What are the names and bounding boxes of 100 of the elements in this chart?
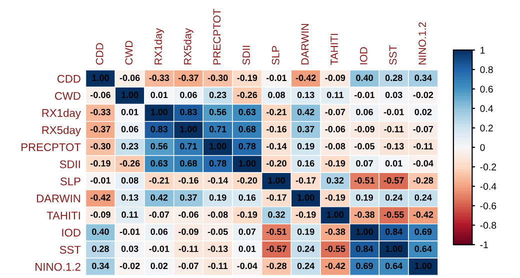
- data-label: 0.63: [238, 108, 256, 116]
- y-tick-label: RX1day: [42, 108, 81, 120]
- x-tick-label: CWD: [125, 40, 133, 65]
- data-label: 1.00: [122, 92, 138, 98]
- data-label: -0.42: [90, 194, 110, 201]
- data-label: 0.42: [150, 194, 168, 201]
- data-label: 1.00: [356, 228, 373, 235]
- x-tick-label: SST: [389, 45, 397, 65]
- data-label: 0.24: [297, 246, 315, 252]
- data-label: 0.16: [238, 194, 256, 201]
- data-label: -0.33: [90, 108, 110, 116]
- color-bar-label: -0.2: [480, 164, 496, 170]
- data-label: 0.07: [238, 228, 256, 235]
- color-bar-label: 0.4: [480, 105, 494, 112]
- data-label: 0.01: [385, 160, 402, 167]
- data-label: -0.51: [354, 177, 375, 184]
- data-label: 0.63: [150, 160, 168, 167]
- data-label: 0.23: [121, 143, 138, 150]
- data-label: 1.00: [414, 262, 432, 270]
- data-label: -0.55: [325, 246, 346, 252]
- data-label: 1.00: [326, 211, 344, 218]
- y-tick-label: TAHITI: [46, 212, 80, 220]
- data-label: 1.00: [298, 194, 314, 201]
- data-label: -0.28: [413, 177, 434, 184]
- data-label: -0.08: [325, 143, 346, 150]
- data-label: -0.42: [296, 74, 316, 82]
- x-tick-label: IOD: [360, 47, 368, 64]
- data-label: -0.20: [237, 177, 258, 184]
- data-label: 0.42: [297, 108, 314, 116]
- data-label: -0.06: [120, 74, 140, 82]
- data-label: 0.68: [180, 160, 197, 167]
- color-bar-label: 0: [480, 144, 485, 151]
- data-label: -0.57: [384, 177, 404, 184]
- data-label: 0.34: [92, 262, 110, 270]
- data-label: -0.37: [178, 74, 198, 82]
- data-label: 0.13: [121, 194, 138, 201]
- data-label: -0.01: [384, 108, 404, 116]
- data-label: 0.71: [180, 143, 198, 150]
- color-bar-label: 1: [480, 46, 485, 54]
- data-label: 0.56: [150, 143, 168, 150]
- data-label: 0.56: [209, 108, 226, 116]
- color-bar-label: -0.8: [480, 222, 496, 229]
- data-label: 0.84: [385, 228, 403, 235]
- data-label: -0.05: [354, 143, 375, 150]
- data-label: 0.78: [238, 143, 256, 150]
- data-label: -0.13: [384, 143, 404, 150]
- data-label: -0.01: [354, 92, 375, 98]
- data-label: 1.00: [210, 143, 226, 150]
- x-tick-label: SLP: [272, 46, 280, 65]
- data-label: 0.13: [297, 92, 314, 98]
- data-label: 0.64: [385, 262, 403, 270]
- data-label: -0.57: [266, 246, 286, 252]
- x-tick-label: SDII: [242, 46, 250, 65]
- data-label: 0.08: [121, 177, 138, 184]
- x-tick-label: DARWIN: [301, 24, 309, 64]
- data-label: 0.08: [268, 92, 285, 98]
- color-bar-label: -0.4: [480, 182, 496, 190]
- data-label: 1.00: [386, 246, 402, 252]
- color-bar-label: 0.6: [480, 86, 493, 93]
- data-label: 0.19: [209, 194, 226, 201]
- data-label: 0.32: [326, 177, 344, 184]
- data-label: -0.30: [90, 143, 110, 150]
- data-label: 0.40: [356, 74, 373, 82]
- data-label: 1.00: [238, 160, 256, 167]
- data-label: 0.19: [297, 143, 314, 150]
- data-label: 0.28: [385, 74, 402, 82]
- data-label: -0.19: [90, 160, 110, 167]
- data-label: 0.16: [297, 160, 314, 167]
- x-tick-label: RX1day: [154, 28, 164, 64]
- data-label: 0.64: [414, 246, 432, 252]
- data-label: -0.06: [178, 211, 198, 218]
- y-tick-label: DARWIN: [36, 194, 80, 202]
- data-label: -0.06: [90, 92, 110, 98]
- data-label: 1.00: [92, 74, 109, 82]
- data-label: 0.06: [121, 126, 138, 132]
- data-label: 0.24: [414, 194, 432, 201]
- data-label: -0.04: [237, 262, 258, 270]
- data-label: 0.06: [150, 228, 168, 235]
- data-label: -0.09: [354, 126, 374, 132]
- data-label: -0.11: [413, 143, 433, 150]
- color-bar-label: 0.8: [480, 66, 493, 74]
- data-label: -0.37: [90, 126, 110, 132]
- data-label: 0.06: [356, 108, 373, 116]
- data-label: 0.03: [385, 92, 402, 98]
- data-label: -0.42: [325, 262, 346, 270]
- data-label: 0.68: [238, 126, 256, 132]
- data-label: -0.11: [178, 246, 198, 252]
- data-label: 0.19: [356, 194, 373, 201]
- data-label: -0.09: [90, 211, 110, 218]
- data-label: -0.06: [325, 126, 346, 132]
- data-label: 0.23: [209, 92, 226, 98]
- data-label: 0.69: [356, 262, 373, 270]
- x-tick-label: NINO.1.2: [418, 22, 426, 64]
- data-label: 1.00: [180, 126, 197, 132]
- data-label: 0.71: [209, 126, 226, 132]
- y-tick-label: NINO.1.2: [36, 262, 80, 271]
- y-tick-label: SST: [60, 246, 81, 254]
- data-label: -0.19: [325, 194, 346, 201]
- data-label: 0.11: [122, 211, 138, 218]
- data-label: -0.09: [325, 74, 346, 82]
